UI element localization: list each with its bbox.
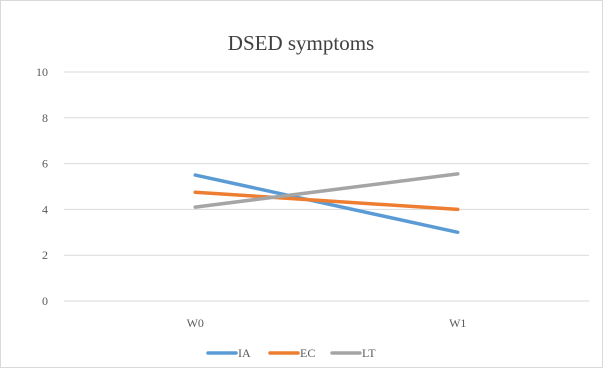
y-tick-label: 6 bbox=[42, 157, 48, 171]
y-axis-ticks: 0 2 4 6 8 10 bbox=[36, 65, 48, 308]
series-line-ec bbox=[193, 190, 460, 212]
legend-label: EC bbox=[300, 346, 315, 360]
legend-item-ec: EC bbox=[268, 346, 315, 360]
chart-title: DSED symptoms bbox=[228, 31, 374, 55]
x-axis-ticks: W0 W1 bbox=[187, 316, 467, 330]
gridlines bbox=[64, 71, 589, 302]
series-lines bbox=[193, 172, 460, 235]
legend-label: LT bbox=[362, 346, 376, 360]
y-tick-label: 0 bbox=[42, 294, 48, 308]
y-tick-label: 8 bbox=[42, 111, 48, 125]
x-tick-label: W0 bbox=[187, 316, 204, 330]
legend-label: IA bbox=[238, 346, 251, 360]
y-tick-label: 4 bbox=[42, 202, 48, 216]
legend: IA EC LT bbox=[206, 346, 376, 360]
y-tick-label: 10 bbox=[36, 65, 48, 79]
series-line-lt bbox=[193, 172, 460, 209]
series-line-ia bbox=[193, 173, 460, 235]
legend-item-lt: LT bbox=[330, 346, 376, 360]
legend-item-ia: IA bbox=[206, 346, 251, 360]
y-tick-label: 2 bbox=[42, 248, 48, 262]
x-tick-label: W1 bbox=[449, 316, 466, 330]
